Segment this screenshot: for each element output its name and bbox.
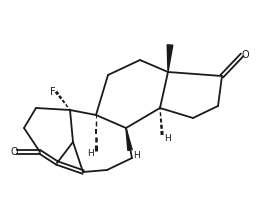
Text: H: H <box>87 149 94 158</box>
Text: H: H <box>164 134 171 143</box>
Polygon shape <box>126 128 132 150</box>
Text: O: O <box>241 50 249 60</box>
Text: F: F <box>50 87 56 97</box>
Text: O: O <box>10 147 18 157</box>
Text: H: H <box>133 151 140 160</box>
Polygon shape <box>167 45 173 72</box>
